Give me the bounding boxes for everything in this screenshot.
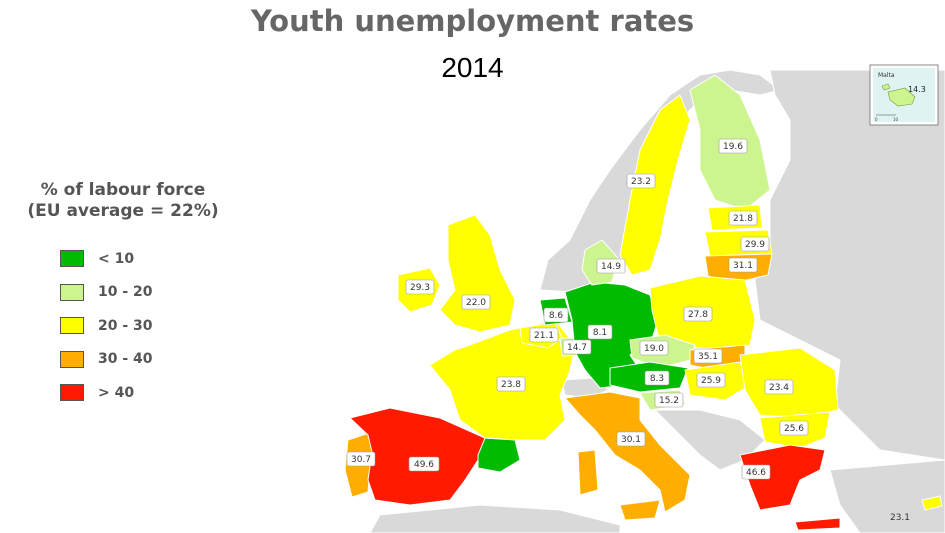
- label-netherlands: 8.6: [543, 307, 569, 323]
- svg-text:49.6: 49.6: [414, 460, 434, 470]
- svg-text:29.3: 29.3: [410, 283, 430, 293]
- svg-text:30.1: 30.1: [621, 435, 641, 445]
- legend-item-30-40: 30 - 40: [60, 343, 238, 377]
- background-land: [369, 69, 945, 533]
- svg-text:35.1: 35.1: [698, 352, 718, 362]
- map-subtitle-year: 2014: [441, 52, 504, 83]
- label-italy: 30.1: [616, 431, 646, 447]
- label-portugal: 30.7: [346, 451, 376, 467]
- europe-map: 30.7 49.6 23.8 29.3 22.0 21.1 8.6 14.7 8…: [344, 64, 945, 533]
- label-bulgaria: 25.6: [779, 420, 809, 436]
- svg-text:21.1: 21.1: [534, 331, 554, 341]
- label-luxembourg: 14.7: [562, 339, 592, 355]
- legend: % of labour force (EU average = 22%) < 1…: [8, 180, 238, 410]
- label-france: 23.8: [496, 376, 526, 392]
- legend-label: 10 - 20: [98, 284, 153, 301]
- label-slovenia: 15.2: [654, 392, 684, 408]
- label-hungary: 25.9: [696, 372, 726, 388]
- svg-text:19.6: 19.6: [723, 142, 743, 152]
- legend-title-line2: (EU average = 22%): [27, 201, 219, 221]
- malta-scale-0: 0: [875, 117, 878, 122]
- label-czech-republic: 19.0: [639, 340, 669, 356]
- legend-item-lt10: < 10: [60, 242, 238, 276]
- svg-text:23.8: 23.8: [501, 380, 521, 390]
- legend-title: % of labour force (EU average = 22%): [8, 180, 238, 222]
- label-germany: 8.1: [587, 324, 613, 340]
- svg-text:30.7: 30.7: [351, 455, 371, 465]
- region-sardinia: [577, 449, 599, 496]
- land-north-africa: [369, 504, 621, 533]
- label-poland: 27.8: [683, 306, 713, 322]
- gozo-island: [881, 83, 891, 91]
- legend-label: < 10: [98, 250, 135, 267]
- label-romania: 23.4: [764, 379, 794, 395]
- region-labels: 30.7 49.6 23.8 29.3 22.0 21.1 8.6 14.7 8…: [346, 138, 910, 523]
- label-ireland: 29.3: [405, 279, 435, 295]
- region-italy: [564, 391, 691, 513]
- svg-text:8.3: 8.3: [650, 374, 664, 384]
- svg-text:19.0: 19.0: [644, 344, 664, 354]
- label-lithuania: 31.1: [728, 257, 758, 273]
- label-cyprus: 23.1: [890, 513, 910, 523]
- legend-item-gt40: > 40: [60, 376, 238, 410]
- legend-swatch: [60, 384, 84, 402]
- svg-text:23.1: 23.1: [890, 513, 910, 523]
- label-belgium: 21.1: [529, 327, 559, 343]
- map-title: Youth unemployment rates: [250, 4, 695, 38]
- label-united-kingdom: 22.0: [461, 294, 491, 310]
- land-turkey: [829, 459, 945, 533]
- svg-text:8.6: 8.6: [549, 311, 564, 321]
- legend-swatch: [60, 250, 84, 268]
- svg-text:29.9: 29.9: [745, 240, 765, 250]
- legend-label: 30 - 40: [98, 351, 153, 368]
- malta-island: [887, 87, 916, 107]
- label-austria: 8.3: [644, 370, 670, 386]
- legend-label: > 40: [98, 384, 135, 401]
- svg-text:25.9: 25.9: [701, 376, 721, 386]
- legend-item-20-30: 20 - 30: [60, 309, 238, 343]
- region-greece-crete: [794, 517, 841, 531]
- svg-text:14.9: 14.9: [601, 262, 621, 272]
- legend-swatch: [60, 317, 84, 335]
- label-denmark: 14.9: [596, 258, 626, 274]
- label-sweden: 23.2: [626, 173, 656, 189]
- svg-text:46.6: 46.6: [746, 468, 766, 478]
- legend-list: < 10 10 - 20 20 - 30 30 - 40 > 40: [60, 242, 238, 410]
- malta-inset-value: 14.3: [908, 85, 926, 94]
- region-catalonia: [477, 437, 521, 473]
- malta-inset: Malta 14.3 0 10: [869, 64, 939, 126]
- legend-swatch: [60, 283, 84, 301]
- svg-text:27.8: 27.8: [688, 310, 708, 320]
- svg-text:31.1: 31.1: [733, 261, 753, 271]
- legend-label: 20 - 30: [98, 317, 153, 334]
- svg-text:8.1: 8.1: [593, 328, 607, 338]
- label-latvia: 29.9: [740, 236, 770, 252]
- svg-text:15.2: 15.2: [659, 396, 679, 406]
- region-sicily: [619, 499, 661, 521]
- label-estonia: 21.8: [728, 210, 758, 226]
- legend-item-10-20: 10 - 20: [60, 276, 238, 310]
- svg-text:22.0: 22.0: [466, 298, 486, 308]
- region-united-kingdom: [439, 214, 516, 333]
- svg-text:14.7: 14.7: [567, 343, 587, 353]
- label-greece: 46.6: [741, 464, 771, 480]
- svg-text:25.6: 25.6: [784, 424, 804, 434]
- svg-text:23.2: 23.2: [631, 177, 651, 187]
- region-cyprus: [921, 495, 943, 511]
- label-finland: 19.6: [718, 138, 748, 154]
- malta-inset-name: Malta: [878, 72, 895, 79]
- region-greece: [739, 444, 826, 511]
- svg-text:23.4: 23.4: [769, 383, 789, 393]
- svg-text:21.8: 21.8: [733, 214, 753, 224]
- label-slovakia: 35.1: [693, 348, 723, 364]
- malta-scale-10: 10: [893, 117, 899, 122]
- label-spain: 49.6: [408, 456, 440, 472]
- legend-swatch: [60, 350, 84, 368]
- land-east: [754, 69, 945, 461]
- legend-title-line1: % of labour force: [40, 180, 206, 200]
